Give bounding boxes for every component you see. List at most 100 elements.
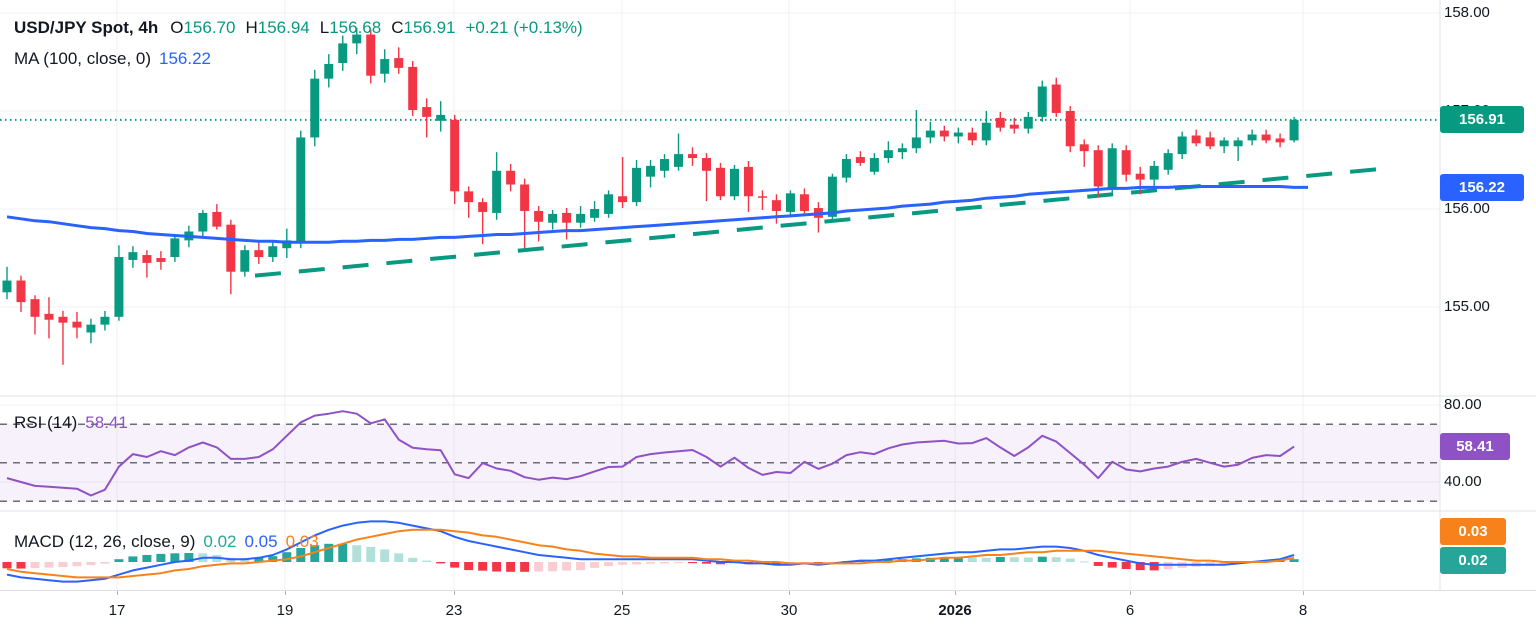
- time-axis-tick: [955, 591, 956, 595]
- candle-body: [897, 148, 907, 153]
- ma-label: MA (100, close, 0): [14, 49, 152, 68]
- time-axis-tick: [1130, 591, 1131, 595]
- macd-histogram-bar: [58, 562, 68, 568]
- candle-body: [799, 194, 809, 211]
- macd-histogram-bar: [450, 562, 460, 568]
- candle-body: [646, 165, 656, 177]
- candle-body: [296, 137, 306, 243]
- candle-body: [911, 137, 921, 149]
- ohlc-low: L156.68: [319, 18, 382, 37]
- candle-body: [170, 238, 180, 258]
- candle-body: [114, 257, 124, 317]
- candle-body: [100, 316, 110, 325]
- candle-body: [226, 224, 236, 272]
- candle-body: [660, 159, 670, 171]
- time-axis[interactable]: 17 19 23 25 30 2026 6 8: [0, 590, 1536, 641]
- macd-histogram-bar: [1219, 562, 1229, 566]
- macd-histogram-bar: [338, 543, 348, 562]
- candle-body: [1107, 148, 1117, 188]
- candle-body: [520, 184, 530, 211]
- candle-body: [310, 78, 320, 138]
- candle-body: [1121, 150, 1131, 175]
- candle-body: [953, 132, 963, 137]
- macd-histogram-bar: [310, 545, 320, 562]
- macd-histogram-bar: [1051, 557, 1061, 562]
- macd-histogram-bar: [86, 562, 96, 566]
- macd-histogram-bar: [1093, 562, 1103, 566]
- candle-body: [198, 212, 208, 232]
- macd-histogram-bar: [1023, 557, 1033, 562]
- macd-histogram-bar: [1135, 562, 1145, 571]
- candle-body: [688, 154, 698, 159]
- candle-body: [352, 34, 362, 44]
- candle-body: [492, 170, 502, 213]
- macd-signal-line: [6, 528, 1295, 579]
- rsi-value: 58.41: [85, 413, 128, 432]
- candle-body: [464, 191, 474, 203]
- macd-line-value: 0.05: [244, 532, 278, 551]
- candle-body: [771, 200, 781, 211]
- price-axis[interactable]: 158.00157.00156.00155.0080.0040.00156.91…: [1440, 0, 1536, 590]
- candle-body: [632, 167, 642, 203]
- candle-body: [1051, 84, 1061, 113]
- rsi-label: RSI (14): [14, 413, 78, 432]
- macd-legend[interactable]: MACD (12, 26, close, 9) 0.02 0.05 0.03: [14, 531, 319, 553]
- macd-histogram-bar: [296, 548, 306, 562]
- candle-body: [702, 158, 711, 171]
- candle-body: [478, 202, 488, 212]
- ma-legend[interactable]: MA (100, close, 0) 156.22: [14, 48, 211, 70]
- macd-histogram-bar: [114, 559, 124, 562]
- macd-histogram-bar: [1121, 562, 1131, 569]
- macd-histogram-bar: [324, 543, 334, 562]
- rsi-legend[interactable]: RSI (14) 58.41: [14, 412, 128, 434]
- candle-body: [30, 299, 40, 317]
- candle-body: [436, 114, 446, 121]
- candle-body: [1093, 150, 1103, 187]
- candle-body: [841, 159, 851, 178]
- macd-histogram-bar: [715, 562, 725, 565]
- candle-body: [981, 122, 991, 141]
- macd-histogram-bar: [282, 552, 292, 562]
- macd-histogram-bar: [464, 562, 474, 571]
- macd-histogram-bar: [674, 562, 684, 564]
- candle-body: [268, 246, 278, 258]
- candle-body: [1023, 116, 1033, 129]
- candle-body: [1289, 119, 1299, 141]
- macd-histogram-bar: [548, 562, 558, 572]
- macd-histogram-bar: [156, 553, 166, 562]
- candle-body: [757, 196, 767, 198]
- time-axis-tick: [285, 591, 286, 595]
- candle-body: [869, 158, 879, 172]
- candle-body: [1261, 134, 1271, 141]
- macd-signal-badge: 0.03: [1440, 517, 1506, 545]
- candle-body: [674, 154, 684, 167]
- rsi-axis-label: 80.00: [1444, 396, 1482, 413]
- macd-histogram-bar: [534, 562, 544, 572]
- macd-histogram-bar: [771, 562, 781, 565]
- candle-body: [16, 280, 26, 303]
- macd-histogram-bar: [562, 562, 572, 571]
- symbol-legend[interactable]: USD/JPY Spot, 4h O156.70 H156.94 L156.68 C15…: [14, 17, 583, 39]
- time-axis-label: 2026: [938, 602, 972, 619]
- candle-body: [1191, 135, 1201, 144]
- ma100-line: [6, 185, 1308, 244]
- time-axis-tick: [117, 591, 118, 595]
- time-axis-label: 6: [1125, 602, 1135, 619]
- candle-body: [939, 130, 949, 137]
- macd-histogram-bar: [1065, 558, 1075, 562]
- candle-body: [576, 213, 586, 223]
- candle-body: [1275, 138, 1285, 143]
- macd-histogram-bar: [366, 546, 376, 562]
- candle-body: [44, 313, 54, 320]
- macd-histogram-bar: [16, 562, 26, 569]
- candle-body: [324, 63, 334, 79]
- candle-body: [855, 157, 865, 163]
- candle-body: [1219, 140, 1229, 147]
- rsi-value-badge: 58.41: [1440, 433, 1510, 461]
- trendline[interactable]: [254, 165, 1393, 278]
- ohlc-close: C156.91: [391, 18, 456, 37]
- candle-body: [618, 196, 628, 203]
- macd-histogram-bar: [128, 556, 138, 562]
- macd-histogram-bar: [380, 549, 390, 562]
